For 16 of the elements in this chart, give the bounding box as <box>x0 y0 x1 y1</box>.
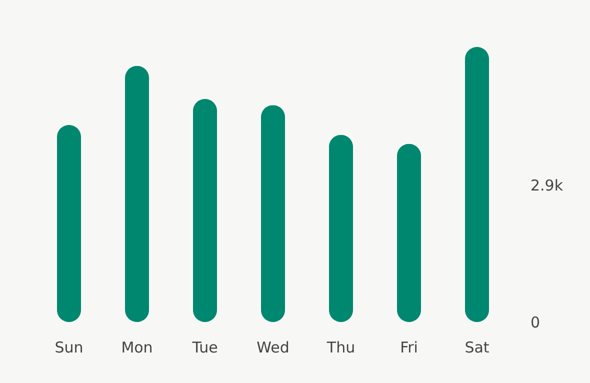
bar <box>261 105 285 322</box>
bar <box>397 144 421 322</box>
bar <box>329 134 353 322</box>
x-tick-label: Tue <box>191 338 218 356</box>
bar <box>57 124 81 322</box>
x-tick-label: Wed <box>256 338 290 356</box>
x-tick-label: Sat <box>464 338 490 356</box>
y-tick-label: 2.9k <box>530 176 564 194</box>
bar <box>125 66 149 322</box>
x-tick-label: Sun <box>54 338 84 356</box>
x-tick-label: Fri <box>400 338 418 356</box>
x-tick-label: Thu <box>326 338 356 356</box>
x-tick-label: Mon <box>121 338 153 356</box>
bar <box>193 98 217 322</box>
y-tick-label: 0 <box>530 314 540 332</box>
bar <box>465 47 489 322</box>
